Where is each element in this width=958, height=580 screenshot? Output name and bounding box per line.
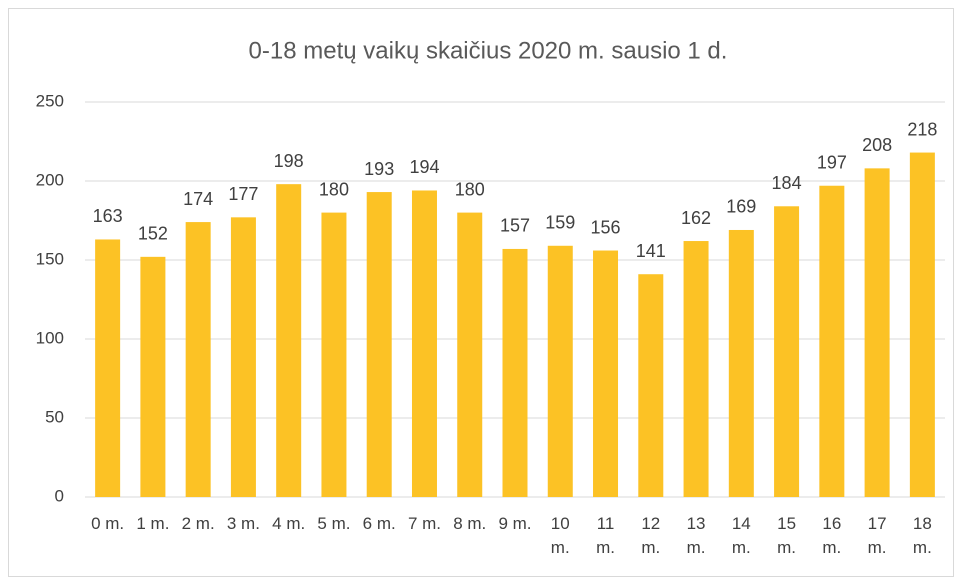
x-tick-label: 1 m. [136,514,170,533]
bar [502,248,528,497]
value-label: 141 [636,241,666,261]
bar [819,185,845,498]
y-tick-label: 0 [55,486,64,505]
chart-title: 0-18 metų vaikų skaičius 2020 m. sausio … [249,37,728,64]
bar [457,212,483,497]
y-tick-label: 250 [36,91,64,110]
value-label: 152 [138,224,168,244]
value-label: 180 [319,179,349,199]
value-label: 169 [726,197,756,217]
x-tick-label: 4 m. [272,514,306,533]
x-tick-label: 16 m. [822,514,842,557]
value-label: 174 [183,189,213,209]
value-label: 197 [817,152,847,172]
y-tick-label: 50 [45,407,64,426]
value-label: 194 [409,157,439,177]
x-tick-label: 18 m. [912,514,932,557]
x-tick-label: 13 m. [686,514,706,557]
x-tick-label: 5 m. [317,514,351,533]
bar [230,217,256,497]
value-label: 198 [274,151,304,171]
value-label: 193 [364,159,394,179]
bar [366,192,392,497]
bar [909,152,935,497]
bar [593,250,619,497]
x-tick-label: 8 m. [453,514,487,533]
x-tick-label: 6 m. [362,514,396,533]
x-tick-label: 2 m. [181,514,215,533]
bar [95,239,121,497]
x-tick-label: 14 m. [731,514,751,557]
y-tick-label: 150 [36,249,64,268]
x-tick-label: 10 m. [550,514,570,557]
value-label: 162 [681,208,711,228]
bar [774,206,800,497]
x-tick-label: 11 m. [596,514,615,557]
bar [864,168,890,498]
value-label: 156 [591,217,621,237]
x-tick-label: 9 m. [498,514,532,533]
x-tick-label: 12 m. [641,514,661,557]
x-tick-label: 15 m. [777,514,797,557]
value-label: 157 [500,216,530,236]
bar [411,190,437,498]
bar [140,256,166,497]
x-tick-label: 0 m. [91,514,125,533]
x-tick-label: 17 m. [867,514,887,557]
bar [547,245,573,497]
x-tick-label: 3 m. [226,514,260,533]
bar [276,184,302,497]
bar [638,274,664,497]
value-label: 180 [455,179,485,199]
value-label: 208 [862,135,892,155]
value-label: 163 [93,206,123,226]
bar [683,241,709,497]
y-tick-label: 200 [36,170,64,189]
y-tick-label: 100 [36,328,64,347]
bar [321,212,347,497]
bar [728,229,754,498]
value-label: 184 [772,173,802,193]
value-label: 159 [545,213,575,233]
x-tick-label: 7 m. [407,514,441,533]
value-label: 218 [907,119,937,139]
value-label: 177 [228,184,258,204]
bar [185,222,211,497]
